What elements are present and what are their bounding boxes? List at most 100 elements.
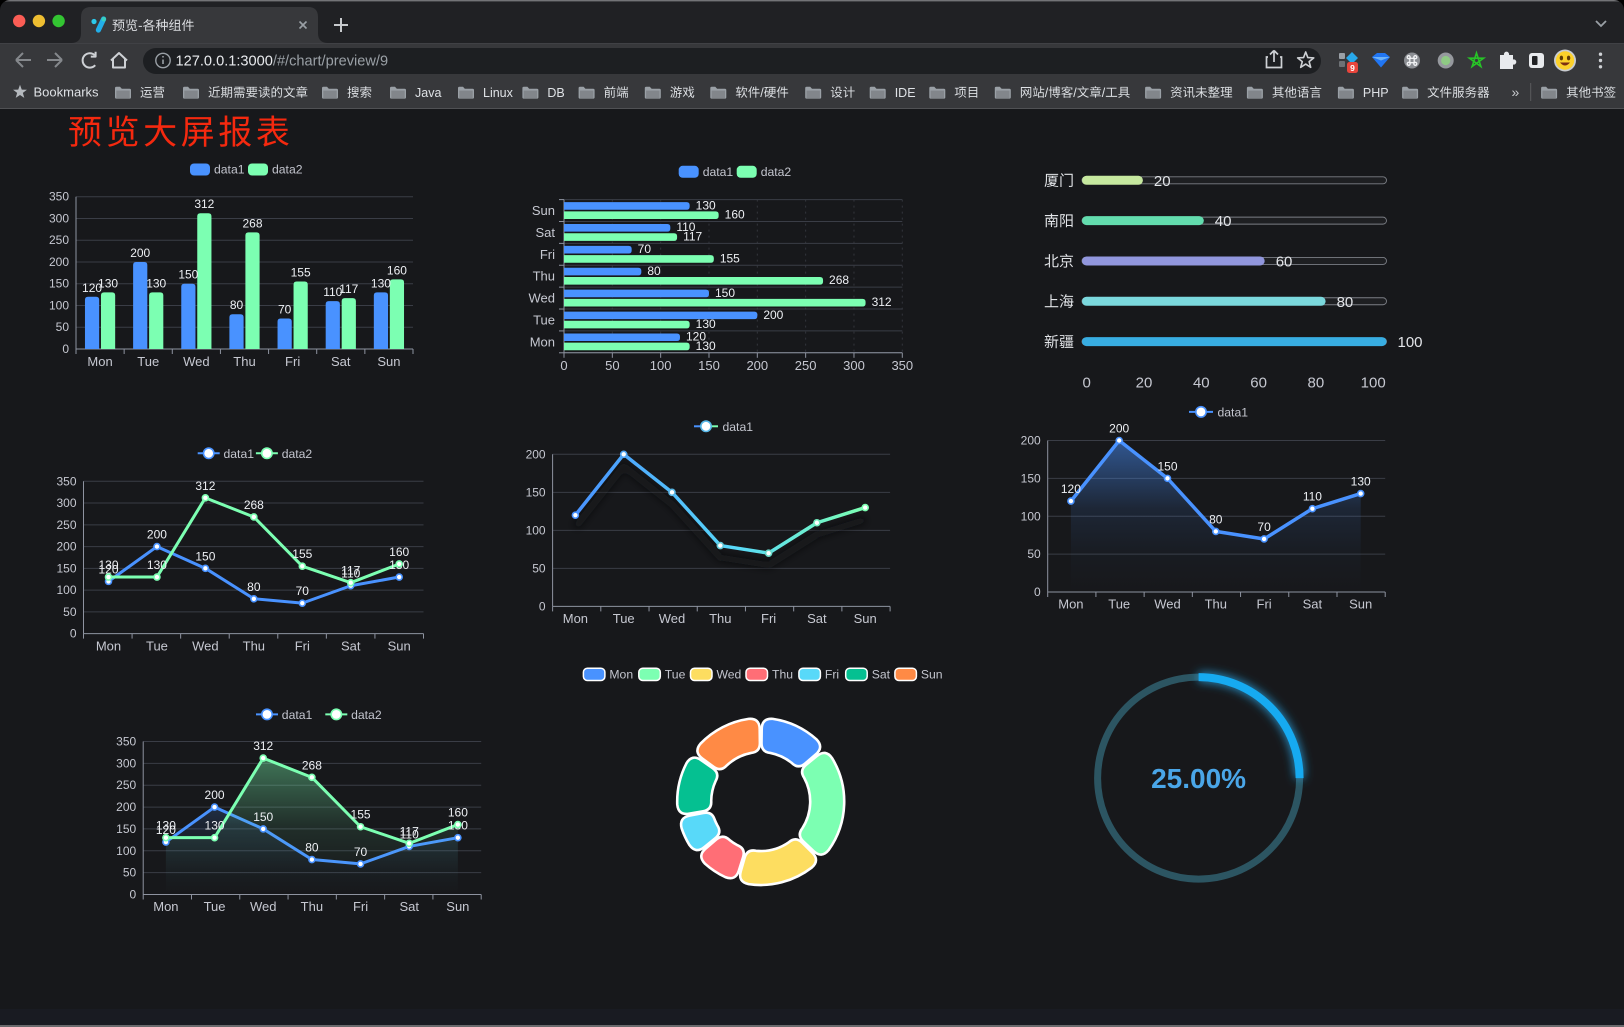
svg-text:Sat: Sat — [807, 611, 827, 626]
svg-text:Mon: Mon — [609, 668, 633, 682]
svg-text:150: 150 — [1021, 471, 1041, 485]
svg-text:data1: data1 — [1218, 405, 1249, 419]
svg-text:100: 100 — [1361, 375, 1386, 392]
svg-text:100: 100 — [650, 358, 672, 373]
svg-text:Mon: Mon — [1058, 597, 1083, 612]
svg-text:»: » — [1512, 84, 1520, 100]
svg-text:50: 50 — [123, 866, 137, 880]
svg-text:PHP: PHP — [1363, 86, 1389, 100]
svg-text:250: 250 — [56, 518, 76, 532]
svg-text:Bookmarks: Bookmarks — [34, 85, 100, 100]
svg-text:312: 312 — [194, 197, 214, 211]
svg-text:250: 250 — [116, 778, 136, 792]
svg-text:Sun: Sun — [1349, 597, 1372, 612]
svg-text:Sun: Sun — [854, 611, 877, 626]
svg-text:Thu: Thu — [233, 354, 255, 369]
svg-text:Wed: Wed — [183, 354, 210, 369]
svg-text:Fri: Fri — [295, 639, 310, 654]
svg-text:data2: data2 — [351, 708, 382, 722]
svg-text:Fri: Fri — [761, 611, 776, 626]
svg-text:data2: data2 — [282, 447, 313, 461]
svg-text:/: / — [1102, 86, 1106, 100]
svg-text:312: 312 — [195, 479, 215, 493]
svg-text:Sun: Sun — [446, 899, 469, 914]
svg-text:Sat: Sat — [399, 899, 419, 914]
svg-text:Mon: Mon — [153, 899, 178, 914]
svg-text:Tue: Tue — [1108, 597, 1130, 612]
svg-text:Wed: Wed — [250, 899, 277, 914]
svg-text:350: 350 — [116, 735, 136, 749]
svg-text:200: 200 — [1021, 434, 1041, 448]
svg-text:50: 50 — [605, 358, 619, 373]
svg-text:150: 150 — [526, 485, 546, 499]
svg-text:60: 60 — [1276, 253, 1293, 270]
svg-text:data1: data1 — [224, 447, 255, 461]
svg-text:80: 80 — [230, 298, 244, 312]
svg-text:Wed: Wed — [1154, 597, 1181, 612]
svg-text:110: 110 — [323, 285, 342, 299]
svg-text:350: 350 — [49, 190, 69, 204]
svg-text:Sat: Sat — [535, 225, 555, 240]
svg-text:Mon: Mon — [87, 354, 112, 369]
svg-text:150: 150 — [56, 561, 76, 575]
svg-text:130: 130 — [146, 276, 166, 290]
svg-text:Wed: Wed — [529, 291, 556, 306]
svg-text:0: 0 — [560, 358, 567, 373]
svg-text:160: 160 — [725, 208, 745, 222]
svg-text:Tue: Tue — [533, 312, 555, 327]
svg-text:DB: DB — [547, 86, 564, 100]
svg-text:117: 117 — [683, 229, 702, 243]
svg-text:Sun: Sun — [388, 639, 411, 654]
svg-text:200: 200 — [116, 800, 136, 814]
svg-text:50: 50 — [1027, 547, 1041, 561]
svg-text:Tue: Tue — [613, 611, 635, 626]
svg-text:70: 70 — [354, 845, 368, 859]
svg-text:Sat: Sat — [872, 668, 891, 682]
svg-text:25.00%: 25.00% — [1151, 763, 1246, 794]
svg-text:Thu: Thu — [301, 899, 323, 914]
svg-text:Fri: Fri — [825, 668, 839, 682]
svg-text:0: 0 — [1083, 375, 1091, 392]
svg-text:110: 110 — [1303, 490, 1322, 504]
svg-text:150: 150 — [698, 358, 720, 373]
svg-text:0: 0 — [70, 627, 77, 641]
svg-text:200: 200 — [526, 447, 546, 461]
svg-text:155: 155 — [720, 251, 740, 265]
svg-text:117: 117 — [339, 282, 358, 296]
svg-text:120: 120 — [686, 330, 706, 344]
svg-text:130: 130 — [147, 558, 167, 572]
svg-text:Mon: Mon — [530, 334, 555, 349]
svg-text:120: 120 — [156, 823, 176, 837]
svg-text:130: 130 — [371, 276, 391, 290]
svg-text:Linux: Linux — [483, 86, 514, 100]
svg-text:350: 350 — [56, 474, 76, 488]
svg-text:20: 20 — [1154, 173, 1171, 190]
svg-text:150: 150 — [1157, 459, 1177, 473]
svg-text:/: / — [1073, 86, 1077, 100]
svg-text:127.0.0.1:3000/#/chart/preview: 127.0.0.1:3000/#/chart/preview/9 — [176, 54, 389, 70]
svg-text:80: 80 — [1308, 375, 1325, 392]
svg-text:9: 9 — [1350, 63, 1355, 73]
svg-text:150: 150 — [49, 277, 69, 291]
svg-text:Thu: Thu — [1205, 597, 1227, 612]
svg-text:155: 155 — [291, 266, 311, 280]
svg-text:50: 50 — [63, 605, 77, 619]
svg-text:Tue: Tue — [665, 668, 686, 682]
svg-text:data2: data2 — [761, 165, 792, 179]
svg-text:100: 100 — [1021, 509, 1041, 523]
svg-text:312: 312 — [253, 739, 273, 753]
svg-text:Wed: Wed — [192, 639, 219, 654]
svg-text:130: 130 — [156, 819, 176, 833]
svg-text:160: 160 — [389, 545, 409, 559]
svg-text:data1: data1 — [214, 163, 245, 177]
svg-text:80: 80 — [1337, 294, 1354, 311]
svg-text:Mon: Mon — [563, 611, 588, 626]
svg-text:60: 60 — [1250, 375, 1267, 392]
svg-text:70: 70 — [638, 242, 652, 256]
svg-text:data2: data2 — [272, 163, 303, 177]
svg-text:70: 70 — [296, 584, 310, 598]
svg-text:155: 155 — [292, 547, 312, 561]
svg-text:268: 268 — [242, 216, 262, 230]
svg-text:Thu: Thu — [533, 269, 555, 284]
svg-text:110: 110 — [341, 567, 360, 581]
